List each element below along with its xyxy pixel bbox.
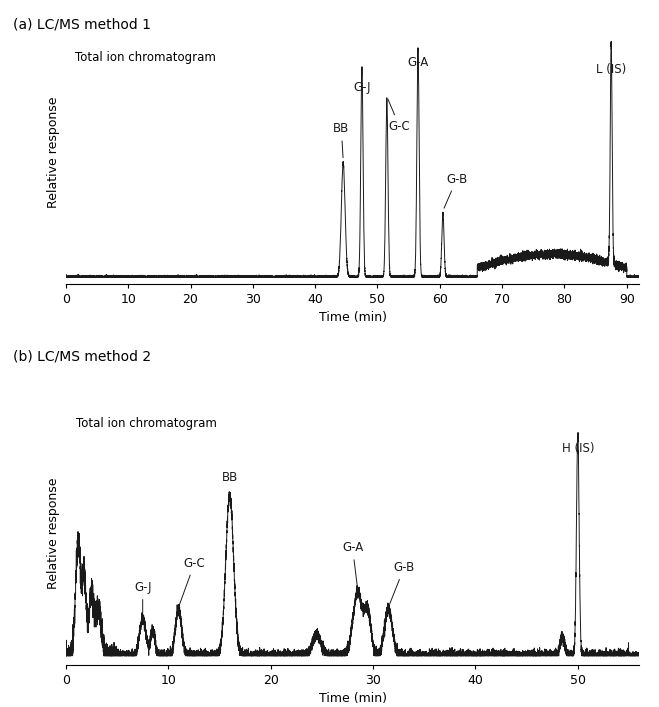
Text: G-B: G-B xyxy=(389,561,415,604)
Text: (b) LC/MS method 2: (b) LC/MS method 2 xyxy=(13,350,152,364)
X-axis label: Time (min): Time (min) xyxy=(318,692,387,705)
Text: G-A: G-A xyxy=(342,542,363,587)
Text: G-J: G-J xyxy=(353,67,370,94)
Y-axis label: Relative response: Relative response xyxy=(47,97,61,209)
Text: (a) LC/MS method 1: (a) LC/MS method 1 xyxy=(13,18,151,32)
Y-axis label: Relative response: Relative response xyxy=(47,477,61,589)
Text: Total ion chromatogram: Total ion chromatogram xyxy=(76,417,217,431)
Text: G-C: G-C xyxy=(388,99,411,133)
Text: L (IS): L (IS) xyxy=(596,63,626,76)
Text: G-B: G-B xyxy=(444,173,467,208)
Text: G-A: G-A xyxy=(407,49,428,69)
Text: G-C: G-C xyxy=(179,556,206,604)
Text: Total ion chromatogram: Total ion chromatogram xyxy=(75,51,216,64)
Text: BB: BB xyxy=(221,471,238,484)
Text: H (IS): H (IS) xyxy=(561,436,594,455)
Text: G-J: G-J xyxy=(134,581,152,613)
X-axis label: Time (min): Time (min) xyxy=(318,311,387,325)
Text: BB: BB xyxy=(333,122,349,158)
